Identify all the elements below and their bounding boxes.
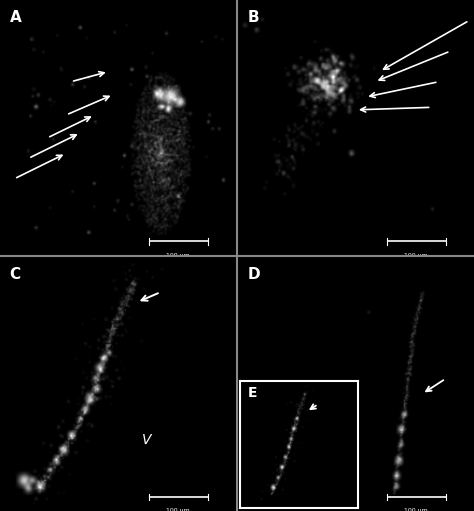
Text: V: V [142,433,151,447]
Text: 100 μm: 100 μm [166,508,190,511]
Text: A: A [9,10,21,25]
Text: 100 μm: 100 μm [166,253,190,258]
Text: 100 μm: 100 μm [404,253,428,258]
Text: D: D [247,267,260,282]
Text: B: B [247,10,259,25]
Text: 100 μm: 100 μm [404,508,428,511]
Text: C: C [9,267,20,282]
